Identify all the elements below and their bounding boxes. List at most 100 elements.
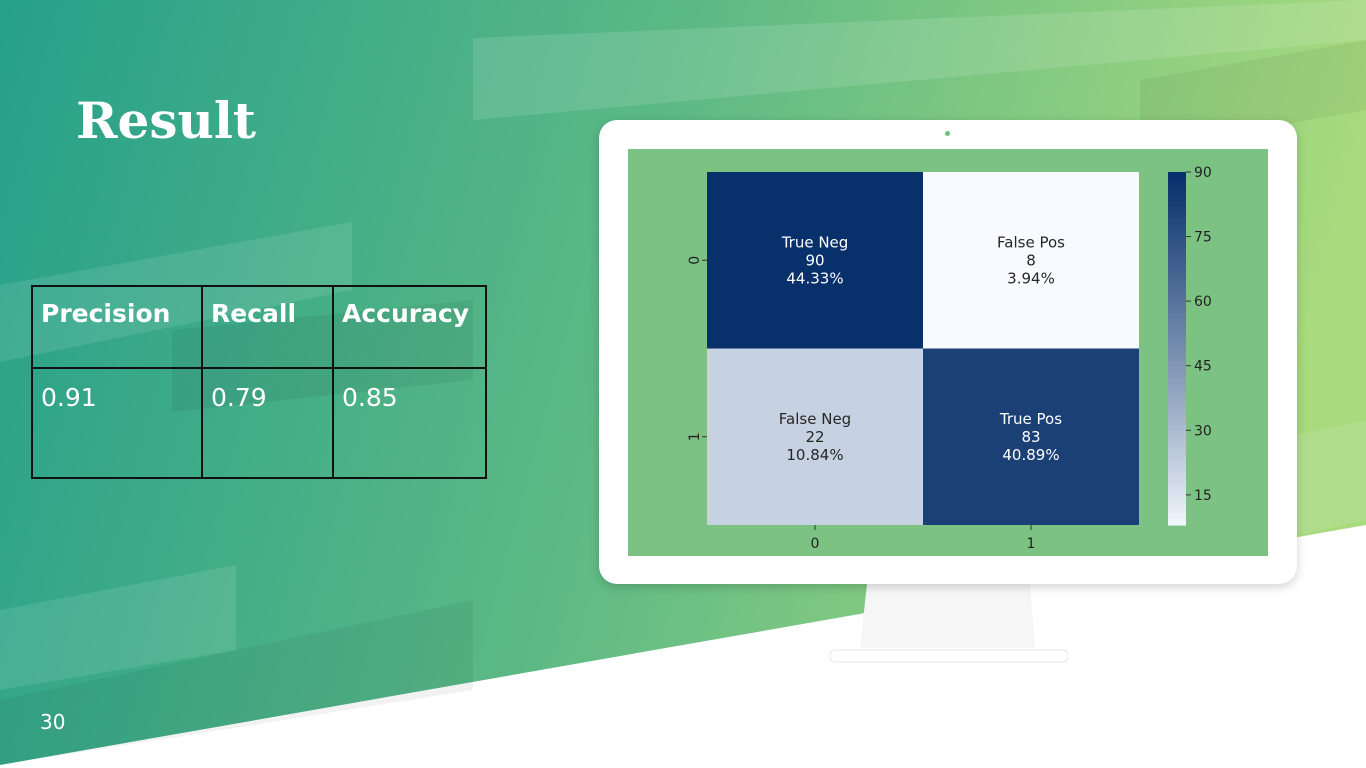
cell-count: 8 <box>1026 251 1036 269</box>
colorbar-segment <box>1168 201 1186 208</box>
colorbar-segment <box>1168 254 1186 261</box>
colorbar-segment <box>1168 401 1186 408</box>
precision-header: Precision <box>31 285 203 369</box>
cell-label: True Pos <box>999 410 1062 428</box>
colorbar-segment <box>1168 366 1186 373</box>
colorbar-segment <box>1168 507 1186 514</box>
colorbar-segment <box>1168 489 1186 497</box>
cell-percent: 40.89% <box>1002 446 1059 464</box>
colorbar-segment <box>1168 230 1186 238</box>
colorbar-segment <box>1168 283 1186 291</box>
heatmap-cell <box>923 348 1139 525</box>
colorbar-segment <box>1168 330 1186 338</box>
accuracy-header: Accuracy <box>332 285 487 369</box>
colorbar-segment <box>1168 372 1186 379</box>
colorbar-segment <box>1168 213 1186 220</box>
colorbar-segment <box>1168 183 1186 191</box>
colorbar-segment <box>1168 413 1186 420</box>
colorbar-segment <box>1168 207 1186 214</box>
colorbar-segment <box>1168 348 1186 355</box>
recall-value: 0.79 <box>201 367 334 479</box>
colorbar-segment <box>1168 172 1186 179</box>
y-tick-label: 0 <box>687 256 703 265</box>
colorbar-segment <box>1168 407 1186 414</box>
colorbar-segment <box>1168 483 1186 491</box>
colorbar-segment <box>1168 519 1186 526</box>
cell-percent: 44.33% <box>786 269 843 287</box>
colorbar-segment <box>1168 242 1186 250</box>
colorbar-segment <box>1168 477 1186 485</box>
colorbar-segment <box>1168 501 1186 508</box>
colorbar-segment <box>1168 236 1186 244</box>
colorbar-segment <box>1168 177 1186 185</box>
table-row: 0.91 0.79 0.85 <box>31 367 487 479</box>
colorbar-segment <box>1168 277 1186 285</box>
accuracy-value: 0.85 <box>332 367 487 479</box>
table-header-row: Precision Recall Accuracy <box>31 285 487 369</box>
colorbar-segment <box>1168 466 1186 473</box>
colorbar-segment <box>1168 460 1186 467</box>
camera-dot <box>945 131 950 136</box>
colorbar-segment <box>1168 189 1186 197</box>
x-tick-label: 1 <box>1027 536 1036 552</box>
cell-percent: 10.84% <box>786 446 843 464</box>
colorbar-segment <box>1168 360 1186 367</box>
colorbar-tick-label: 90 <box>1194 165 1212 181</box>
colorbar-segment <box>1168 301 1186 308</box>
colorbar-segment <box>1168 289 1186 297</box>
colorbar-segment <box>1168 219 1186 226</box>
colorbar-segment <box>1168 436 1186 444</box>
colorbar-segment <box>1168 424 1186 432</box>
colorbar-tick-label: 75 <box>1194 230 1212 246</box>
colorbar-segment <box>1168 448 1186 455</box>
colorbar-segment <box>1168 472 1186 479</box>
colorbar-segment <box>1168 442 1186 450</box>
cell-count: 22 <box>805 428 824 446</box>
colorbar-segment <box>1168 336 1186 344</box>
heatmap-cell <box>923 172 1139 349</box>
colorbar-segment <box>1168 430 1186 438</box>
colorbar-tick-label: 30 <box>1194 423 1212 439</box>
colorbar-segment <box>1168 324 1186 332</box>
x-tick-label: 0 <box>811 536 820 552</box>
colorbar-segment <box>1168 295 1186 303</box>
colorbar-segment <box>1168 195 1186 203</box>
colorbar-segment <box>1168 313 1186 320</box>
cell-label: False Pos <box>997 233 1065 251</box>
cell-count: 83 <box>1021 428 1040 446</box>
colorbar-segment <box>1168 248 1186 255</box>
colorbar-segment <box>1168 354 1186 361</box>
cell-label: True Neg <box>781 233 849 251</box>
colorbar-tick-label: 60 <box>1194 294 1212 310</box>
colorbar-segment <box>1168 266 1186 273</box>
slide-title: Result <box>76 91 256 150</box>
monitor-stand <box>830 584 1069 663</box>
colorbar-segment <box>1168 383 1186 391</box>
colorbar-segment <box>1168 260 1186 267</box>
colorbar-segment <box>1168 513 1186 520</box>
precision-value: 0.91 <box>31 367 203 479</box>
cell-label: False Neg <box>779 410 851 428</box>
colorbar-segment <box>1168 389 1186 397</box>
colorbar-segment <box>1168 319 1186 326</box>
colorbar-segment <box>1168 454 1186 461</box>
cell-percent: 3.94% <box>1007 269 1055 287</box>
metrics-table: Precision Recall Accuracy 0.91 0.79 0.85 <box>31 285 487 479</box>
heatmap-cell <box>707 348 923 525</box>
y-tick-label: 1 <box>687 432 703 441</box>
heatmap-cell <box>707 172 923 349</box>
colorbar-segment <box>1168 377 1186 385</box>
page-number: 30 <box>40 710 66 734</box>
cell-count: 90 <box>805 251 824 269</box>
recall-header: Recall <box>201 285 334 369</box>
colorbar-tick-label: 45 <box>1194 359 1212 375</box>
colorbar-segment <box>1168 307 1186 314</box>
colorbar-segment <box>1168 419 1186 426</box>
colorbar-segment <box>1168 495 1186 503</box>
colorbar-segment <box>1168 395 1186 403</box>
colorbar-tick-label: 15 <box>1194 488 1212 504</box>
colorbar-segment <box>1168 272 1186 279</box>
colorbar-segment <box>1168 224 1186 232</box>
colorbar-segment <box>1168 342 1186 350</box>
